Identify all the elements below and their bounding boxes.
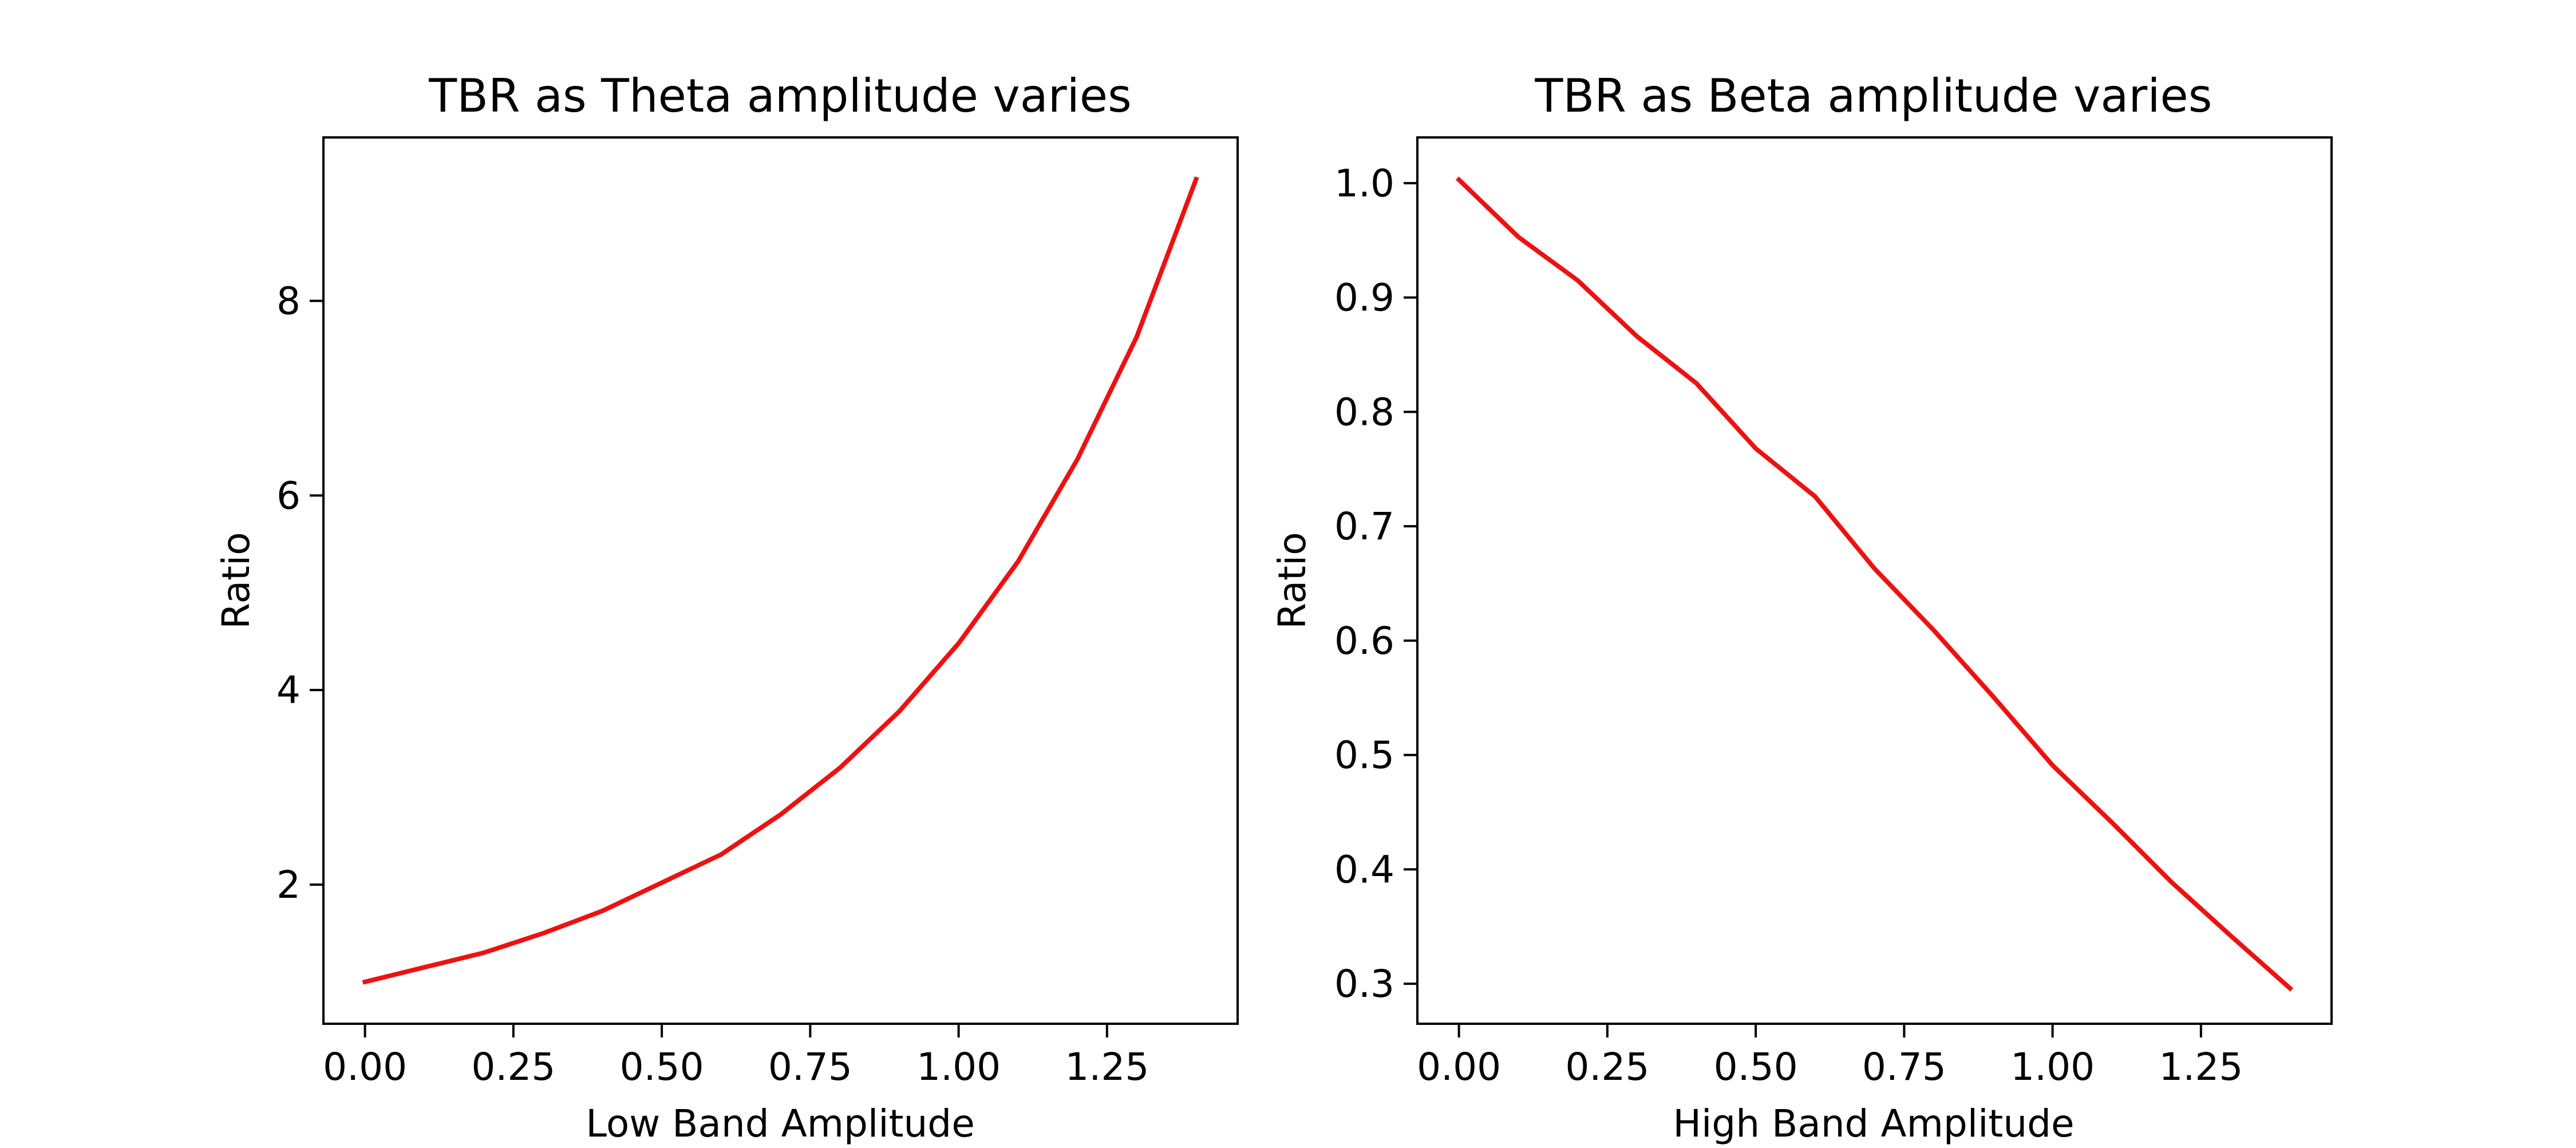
x-tick: 1.25 [1065,1024,1149,1089]
x-tick: 0.50 [620,1024,704,1089]
y-axis-label: Ratio [214,532,258,629]
y-axis-ticks: 2 4 6 8 [276,279,323,907]
x-tick: 1.00 [2010,1024,2095,1089]
x-tick-label: 0.25 [471,1045,555,1089]
y-tick-label: 0.8 [1334,390,1394,434]
x-tick-label: 0.75 [1862,1045,1946,1089]
y-tick-label: 2 [276,863,301,907]
y-tick: 6 [276,474,323,518]
y-axis-ticks: 0.3 0.4 0.5 0.6 0.7 0.8 0.9 1.0 [1334,161,1417,1006]
axes-frame [1416,136,2333,1025]
chart-title: TBR as Beta amplitude varies [1535,69,2212,123]
series-line [362,176,1199,985]
x-tick: 0.75 [1862,1024,1946,1089]
x-tick-label: 0.00 [1417,1045,1501,1089]
x-axis-label: High Band Amplitude [1673,1102,2074,1145]
x-axis-label: Low Band Amplitude [586,1102,975,1145]
x-tick-label: 1.25 [1065,1045,1149,1089]
x-tick: 0.25 [1565,1024,1649,1089]
y-tick-label: 0.6 [1334,619,1394,663]
series-group [362,176,1199,985]
x-axis-ticks: 0.00 0.25 0.50 0.75 1.00 1.25 [323,1024,1149,1089]
y-tick-label: 0.5 [1334,733,1394,778]
chart-beta: TBR as Beta amplitude varies 0.00 0.25 0.5… [1270,69,2333,1146]
y-tick: 0.5 [1334,733,1417,778]
x-tick-label: 0.00 [323,1045,407,1089]
x-tick-label: 0.75 [768,1045,852,1089]
y-tick-label: 0.7 [1334,504,1394,549]
y-tick-label: 0.9 [1334,276,1394,320]
x-tick: 0.00 [323,1024,407,1089]
y-tick: 4 [276,668,323,712]
x-tick-label: 0.25 [1565,1045,1649,1089]
x-tick-label: 0.50 [620,1045,704,1089]
y-tick: 2 [276,863,323,907]
y-tick-label: 6 [276,474,301,518]
x-tick: 0.50 [1714,1024,1798,1089]
y-tick-label: 4 [276,668,301,712]
y-tick: 1.0 [1334,161,1417,206]
y-axis-label: Ratio [1270,532,1314,629]
y-tick: 8 [276,279,323,323]
x-tick-label: 1.00 [2010,1045,2095,1089]
y-tick-label: 0.3 [1334,962,1394,1006]
x-tick: 0.75 [768,1024,852,1089]
y-tick: 0.6 [1334,619,1417,663]
axes-frame [322,136,1239,1025]
x-tick-label: 0.50 [1714,1045,1798,1089]
y-tick-label: 0.4 [1334,847,1394,891]
x-tick: 0.25 [471,1024,555,1089]
x-tick: 1.25 [2159,1024,2243,1089]
x-tick: 0.00 [1417,1024,1501,1089]
series-group [1455,176,2294,992]
y-tick-label: 1.0 [1334,161,1394,206]
y-tick: 0.4 [1334,847,1417,891]
y-tick: 0.7 [1334,504,1417,549]
x-tick-label: 1.25 [2159,1045,2243,1089]
y-tick: 0.8 [1334,390,1417,434]
y-tick: 0.9 [1334,276,1417,320]
x-tick: 1.00 [916,1024,1001,1089]
x-axis-ticks: 0.00 0.25 0.50 0.75 1.00 1.25 [1417,1024,2243,1089]
chart-title: TBR as Theta amplitude varies [428,69,1132,123]
y-tick: 0.3 [1334,962,1417,1006]
y-tick-label: 8 [276,279,301,323]
series-line [1455,176,2294,992]
x-tick-label: 1.00 [916,1045,1001,1089]
chart-theta: TBR as Theta amplitude varies 0.00 0.25 0.… [214,69,1239,1146]
